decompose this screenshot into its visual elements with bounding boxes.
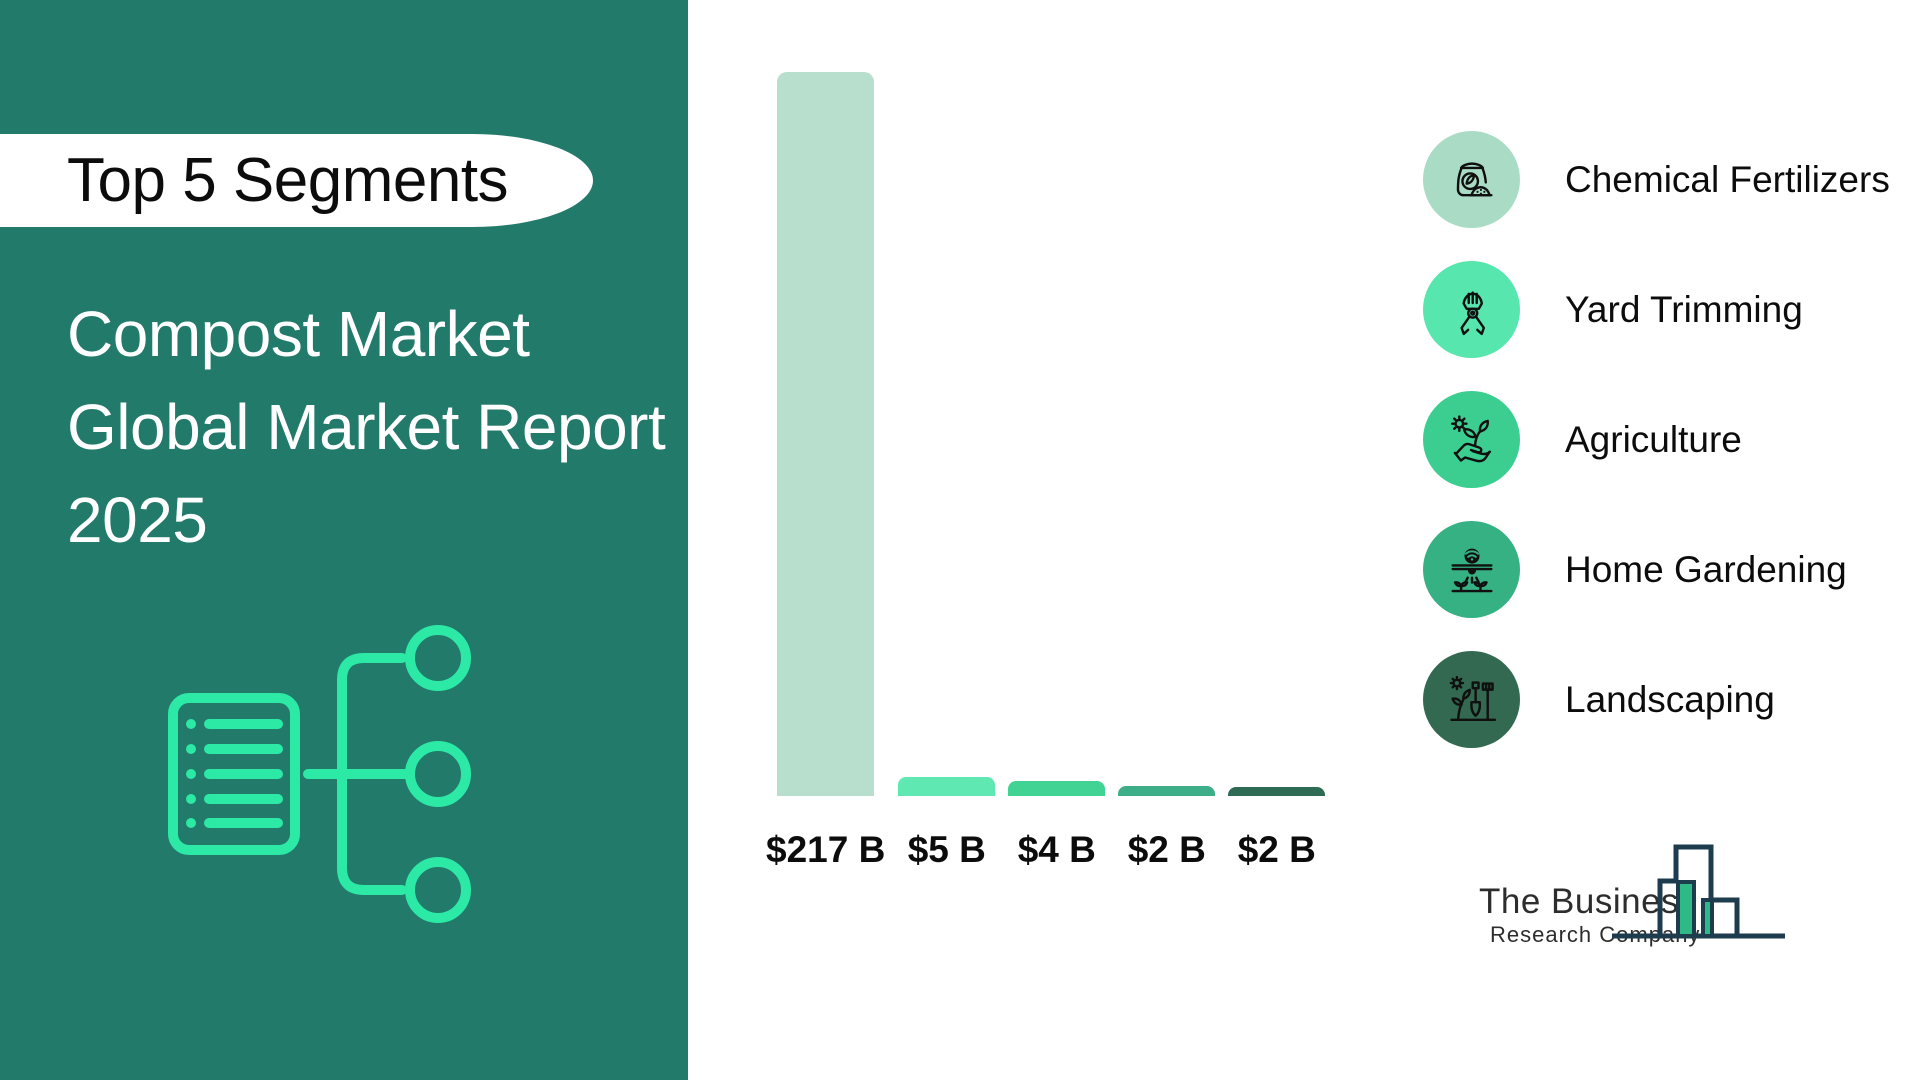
brand-logo-skyline-icon [1612, 844, 1785, 939]
bar-value-label: $217 B [766, 829, 886, 870]
legend-circle [1423, 261, 1520, 358]
legend-label: Yard Trimming [1565, 288, 1803, 330]
hand-sprout-icon [1450, 414, 1491, 462]
report-title-line-2: Global Market Report [67, 391, 666, 463]
legend-circle [1423, 521, 1520, 618]
legend-item: Chemical Fertilizers [1423, 131, 1890, 228]
garden-tools-icon [1449, 675, 1496, 721]
bar-column: $2 B [1228, 787, 1326, 870]
bar-chart: $217 B $5 B $4 B $2 B $2 B [766, 72, 1326, 870]
report-title: Compost Market Global Market Report 2025 [67, 288, 666, 567]
legend-circle [1423, 651, 1520, 748]
bar-value-label: $4 B [1017, 829, 1096, 870]
report-title-line-3: 2025 [67, 484, 208, 556]
bar-4 [1118, 786, 1216, 796]
legend-item: Agriculture [1423, 391, 1890, 488]
legend-item: Home Gardening [1423, 521, 1890, 618]
legend-item: Yard Trimming [1423, 261, 1890, 358]
page-title: Top 5 Segments [67, 146, 509, 215]
bar-2 [898, 777, 996, 796]
bar-column: $5 B [898, 777, 996, 870]
bar-column: $4 B [1008, 781, 1106, 870]
legend-circle [1423, 391, 1520, 488]
pruning-shears-icon [1459, 290, 1485, 335]
bar-value-label: $2 B [1127, 829, 1206, 870]
brand-name-line2: Research Company [1490, 922, 1701, 947]
bar-5 [1228, 787, 1326, 796]
legend: Chemical Fertilizers Yard Trimming Agric… [1423, 131, 1890, 781]
legend-label: Agriculture [1565, 418, 1742, 460]
bar-column: $217 B [766, 72, 885, 870]
bar-value-label: $2 B [1237, 829, 1316, 870]
legend-label: Chemical Fertilizers [1565, 158, 1890, 200]
sidebar: Top 5 Segments Compost Market Global Mar… [0, 0, 688, 1080]
bar-3 [1008, 781, 1106, 796]
title-pill: Top 5 Segments [0, 134, 593, 227]
legend-circle [1423, 131, 1520, 228]
legend-label: Home Gardening [1565, 548, 1847, 590]
bar-column: $2 B [1118, 786, 1216, 870]
bar-1 [777, 72, 875, 796]
bar-value-label: $5 B [907, 829, 986, 870]
fertilizer-bag-icon [1456, 161, 1493, 196]
document-flowchart-icon [168, 625, 471, 923]
legend-item: Landscaping [1423, 651, 1890, 748]
legend-label: Landscaping [1565, 678, 1775, 720]
report-title-line-1: Compost Market [67, 298, 530, 370]
irrigation-sprinkler-icon [1450, 548, 1493, 592]
